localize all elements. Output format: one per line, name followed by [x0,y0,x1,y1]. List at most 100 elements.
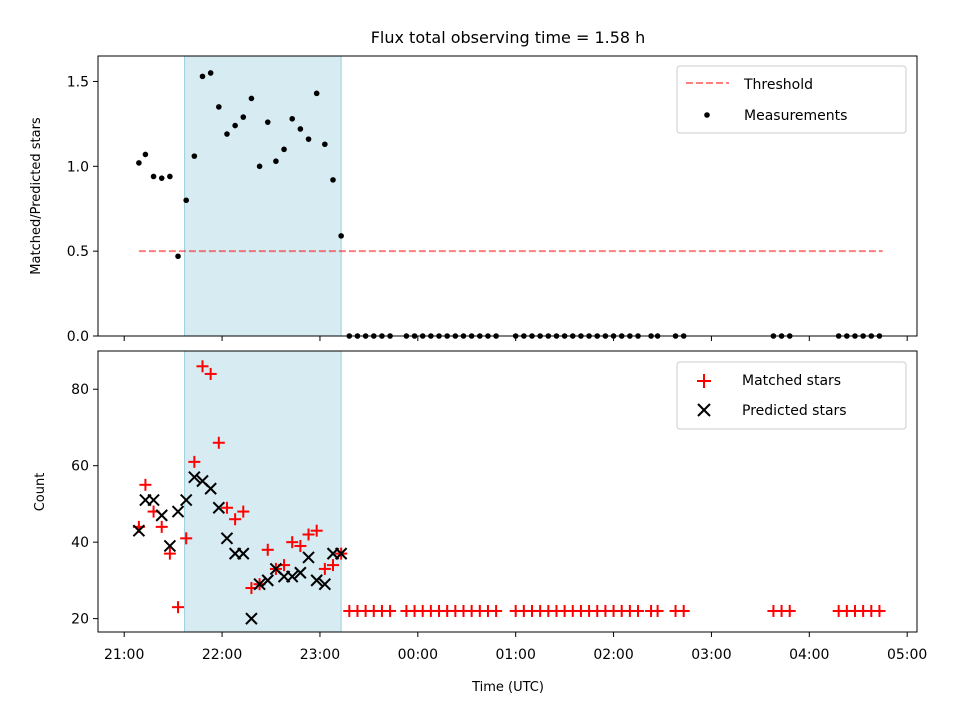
predicted-star-point [286,570,299,583]
ratio-legend: Threshold Measurements [676,65,907,134]
count-y-axis-label: Count [33,473,48,512]
legend-measurements-label: Measurements [744,108,847,124]
count-y-tick-label: 60 [71,459,89,475]
ratio-legend-box [676,65,907,134]
ratio-y-tick-label: 0.5 [67,244,89,260]
measurement-point [183,197,189,204]
measurement-point [338,233,344,239]
predicted-star-point [204,482,217,495]
measurement-point [289,115,296,122]
measurement-point [191,153,198,159]
time-x-tick-label: 00:00 [398,647,438,663]
matched-star-point [677,604,690,617]
predicted-star-point [171,505,185,518]
predicted-stars-points [132,470,348,625]
predicted-star-point [179,493,193,507]
measurement-point [256,163,263,170]
legend-matched-swatch [697,374,711,388]
time-x-tick-label: 21:00 [104,647,144,663]
ratio-plot-frame [97,55,918,337]
matched-star-point [237,505,250,518]
legend-threshold-label: Threshold [743,77,813,93]
legend-matched-label: Matched stars [742,373,841,389]
chart-title: Flux total observing time = 1.58 h [371,28,646,47]
matched-star-point [651,604,664,617]
matched-star-point [212,436,225,449]
measurement-point [142,151,149,158]
ratio-y-tick-label: 0.0 [67,329,89,345]
matched-star-point [163,547,176,560]
matched-star-point [180,532,193,545]
measurement-point [150,173,157,180]
predicted-star-point [302,551,315,564]
predicted-star-point [237,547,250,560]
matched-star-point [204,367,217,380]
matched-star-point [229,513,242,526]
observing-span-top [184,55,342,337]
matched-star-point [155,520,168,533]
predicted-star-point [245,612,258,625]
legend-predicted-swatch [697,403,711,417]
predicted-star-point [188,470,201,484]
matched-star-point [196,360,209,373]
predicted-star-point [294,566,307,579]
matched-star-point [873,604,886,617]
matched-star-point [318,562,331,575]
matched-star-point [286,536,299,549]
measurement-point [167,173,173,180]
time-x-tick-label: 05:00 [887,647,927,663]
measurement-point [273,158,279,165]
measurement-point [330,177,336,183]
count-legend: Matched stars Predicted stars [676,361,907,430]
matched-star-point [632,604,645,617]
matched-star-point [783,604,796,617]
matched-star-point [172,601,185,614]
measurement-point [216,104,222,110]
time-x-tick-label: 01:00 [496,647,536,663]
matched-star-point [384,604,397,617]
count-plot-frame [97,350,918,633]
measurement-point [297,126,304,132]
count-y-tick-label: 40 [71,535,89,551]
predicted-star-point [318,578,332,591]
measurement-point [305,136,312,142]
matched-star-point [188,455,201,468]
measurement-point [207,70,214,76]
measurement-point [224,131,230,137]
count-y-tick-label: 20 [71,612,89,628]
measurement-point [158,175,165,181]
count-y-ticks: 20 40 60 80 [71,382,98,628]
legend-measurements-swatch [704,112,710,118]
predicted-star-point [253,578,266,591]
time-x-tick-label: 22:00 [202,647,242,663]
count-x-ticks: 21:00 22:00 23:00 00:00 01:00 02:00 03:00 04:00… [104,632,927,663]
predicted-star-point [310,574,323,587]
matched-stars-points [132,360,886,617]
ratio-x-ticks [123,336,908,341]
measurement-point [199,73,206,80]
matched-star-point [220,501,233,514]
predicted-star-point [155,509,168,522]
ratio-y-ticks: 0.0 0.5 1.0 1.5 [67,74,98,345]
measurement-point [136,160,142,166]
ratio-y-tick-label: 1.5 [67,74,89,90]
count-panel: 20 40 60 80 21:00 22:00 23:00 00:00 01:00 02:00 0… [33,350,927,695]
predicted-star-point [212,501,226,514]
predicted-star-point [334,547,348,560]
matched-star-point [490,604,503,617]
time-x-tick-label: 02:00 [593,647,633,663]
legend-predicted-label: Predicted stars [742,403,847,419]
measurement-point [264,119,271,125]
measurement-point [175,253,181,260]
time-x-tick-label: 23:00 [300,647,340,663]
matched-star-point [310,524,323,537]
ratio-panel: 0.0 0.5 1.0 1.5 Flux total observing time =… [29,28,918,345]
predicted-star-point [147,493,160,507]
matched-star-point [302,528,315,541]
ratio-y-tick-label: 1.0 [67,159,89,175]
matched-star-point [326,559,339,572]
matched-star-point [294,539,307,552]
predicted-star-point [220,532,234,545]
measurement-point [232,122,238,129]
